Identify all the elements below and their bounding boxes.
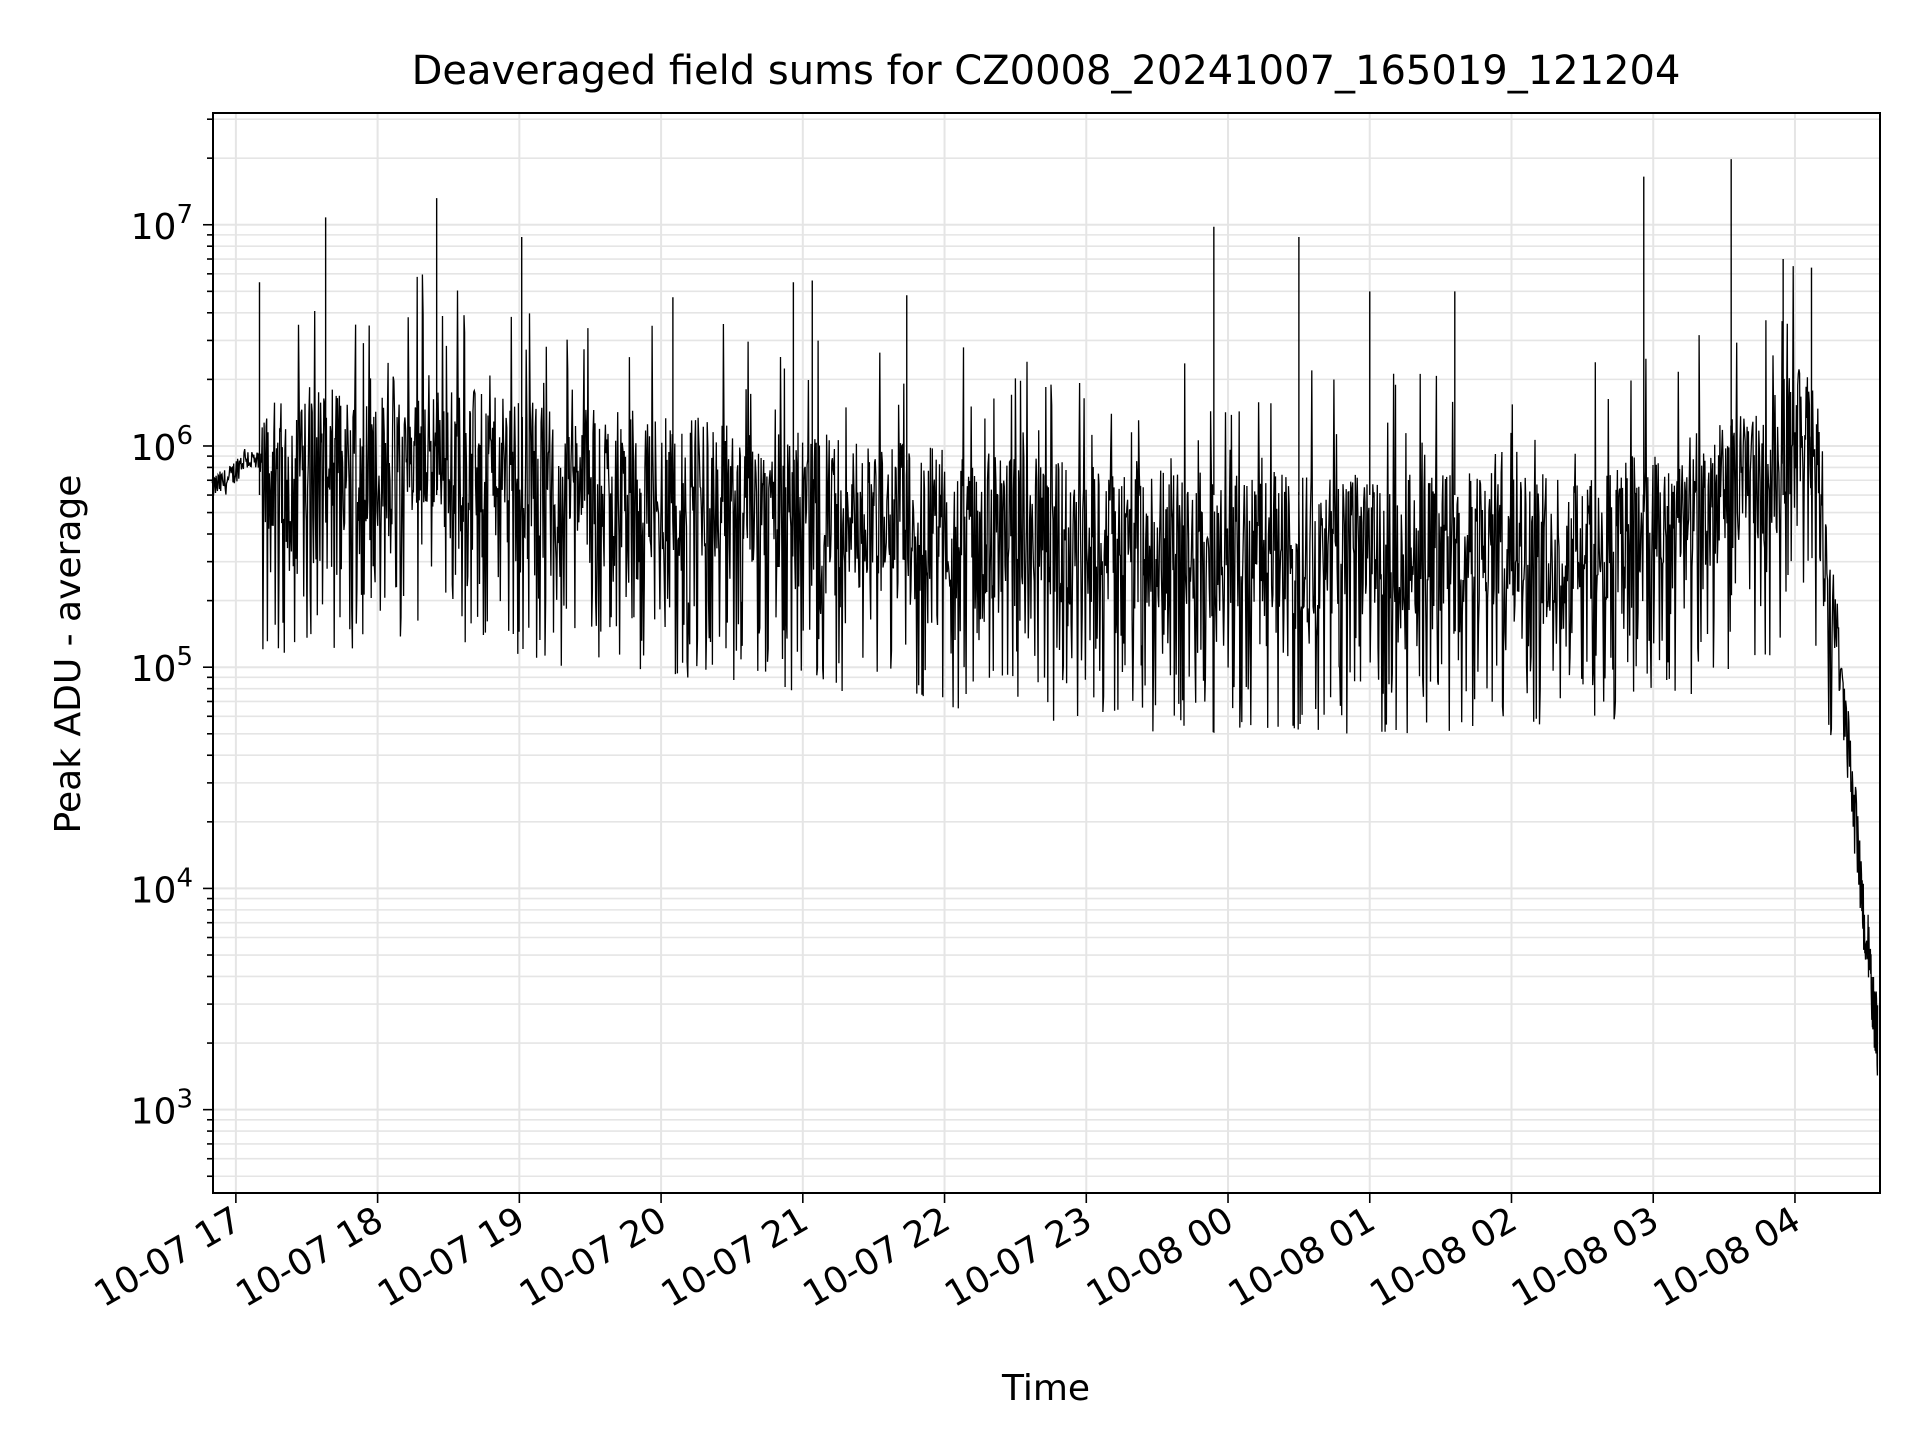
grid-layer	[213, 113, 1880, 1193]
y-tick-label: 103	[131, 1085, 193, 1133]
series-line	[211, 266, 1879, 1076]
y-tick-label: 105	[131, 642, 193, 690]
x-axis-label: Time	[1001, 1368, 1090, 1409]
chart-title: Deaveraged field sums for CZ0008_2024100…	[412, 48, 1681, 94]
data-layer	[211, 159, 1879, 1076]
y-axis-label: Peak ADU - average	[48, 475, 89, 834]
plot-frame	[212, 112, 1881, 1194]
y-tick-label: 106	[131, 421, 193, 469]
y-tick-label: 107	[131, 200, 193, 248]
y-tick-label: 104	[131, 863, 193, 911]
